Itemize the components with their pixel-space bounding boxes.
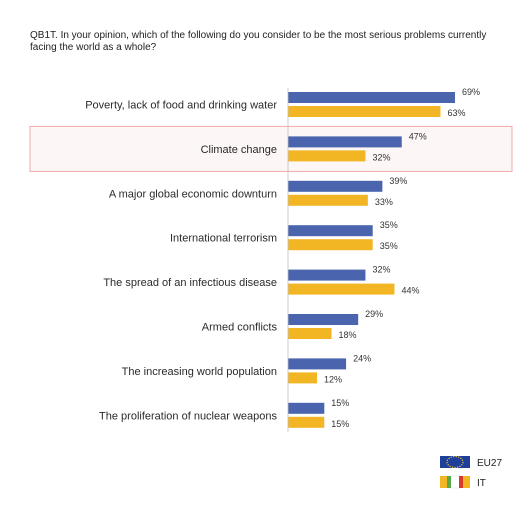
category-label-climate-change: Climate change [201,144,277,156]
category-labels: Poverty, lack of food and drinking water… [85,100,277,423]
highlight-layer [29,125,513,172]
legend: EU27 IT [440,455,502,489]
value-label-it-climate-change: 32% [372,152,390,162]
category-label-the-increasing-world-population: The increasing world population [122,366,277,378]
bar-it-the-spread-of-an-infectious-disease [288,283,395,295]
value-label-eu27-a-major-global-economic-downturn: 39% [389,176,407,186]
value-labels: 69% 63% 47% 32% 39% 33% 35% 35% 32% 44% 29% 18% 24% 1… [324,87,480,429]
value-label-it-the-spread-of-an-infectious-disease: 44% [401,286,419,296]
value-label-eu27-international-terrorism: 35% [380,220,398,230]
bar-eu27-climate-change [288,136,402,148]
eu-flag-icon [440,455,470,469]
legend-label-it: IT [477,478,486,489]
italy-flag-icon [440,475,470,489]
value-label-eu27-climate-change: 47% [409,131,427,141]
value-label-eu27-the-increasing-world-population: 24% [353,353,371,363]
value-label-eu27-the-proliferation-of-nuclear-weapons: 15% [331,398,349,408]
legend-item-eu27: EU27 [440,455,502,469]
bar-it-armed-conflicts [288,328,332,339]
bar-it-international-terrorism [288,239,373,251]
category-label-the-proliferation-of-nuclear-weapons: The proliferation of nuclear weapons [99,410,277,422]
bar-eu27-the-spread-of-an-infectious-disease [288,269,366,281]
value-label-it-the-increasing-world-population: 12% [324,374,342,384]
chart-title: QB1T. In your opinion, which of the foll… [30,30,487,53]
value-label-it-international-terrorism: 35% [380,241,398,251]
value-label-it-poverty-lack-of-food-and-drinking-water: 63% [447,108,465,118]
category-label-armed-conflicts: Armed conflicts [202,322,278,334]
value-label-eu27-the-spread-of-an-infectious-disease: 32% [372,265,390,275]
bar-it-the-increasing-world-population [288,372,318,384]
value-label-eu27-poverty-lack-of-food-and-drinking-water: 69% [462,87,480,97]
bar-it-a-major-global-economic-downturn [288,194,368,206]
value-label-it-armed-conflicts: 18% [339,330,357,340]
value-label-it-a-major-global-economic-downturn: 33% [375,197,393,207]
legend-item-it: IT [440,475,486,489]
legend-label-eu27: EU27 [477,458,502,469]
bar-it-climate-change [288,150,366,162]
bar-eu27-international-terrorism [288,225,373,237]
bar-eu27-armed-conflicts [288,314,359,325]
value-label-it-the-proliferation-of-nuclear-weapons: 15% [331,419,349,429]
category-label-poverty-lack-of-food-and-drinking-water: Poverty, lack of food and drinking water [85,100,277,112]
highlight-box [29,125,513,172]
bar-eu27-poverty-lack-of-food-and-drinking-water [288,92,455,103]
bar-eu27-the-proliferation-of-nuclear-weapons [288,402,325,414]
category-label-international-terrorism: International terrorism [170,233,277,245]
bar-eu27-the-increasing-world-population [288,358,347,370]
category-label-a-major-global-economic-downturn: A major global economic downturn [109,188,277,200]
bar-it-the-proliferation-of-nuclear-weapons [288,416,325,428]
category-label-the-spread-of-an-infectious-disease: The spread of an infectious disease [103,277,277,289]
bar-it-poverty-lack-of-food-and-drinking-water [288,106,441,117]
bars [287,88,455,432]
value-label-eu27-armed-conflicts: 29% [365,309,383,319]
bar-eu27-a-major-global-economic-downturn [288,180,383,192]
